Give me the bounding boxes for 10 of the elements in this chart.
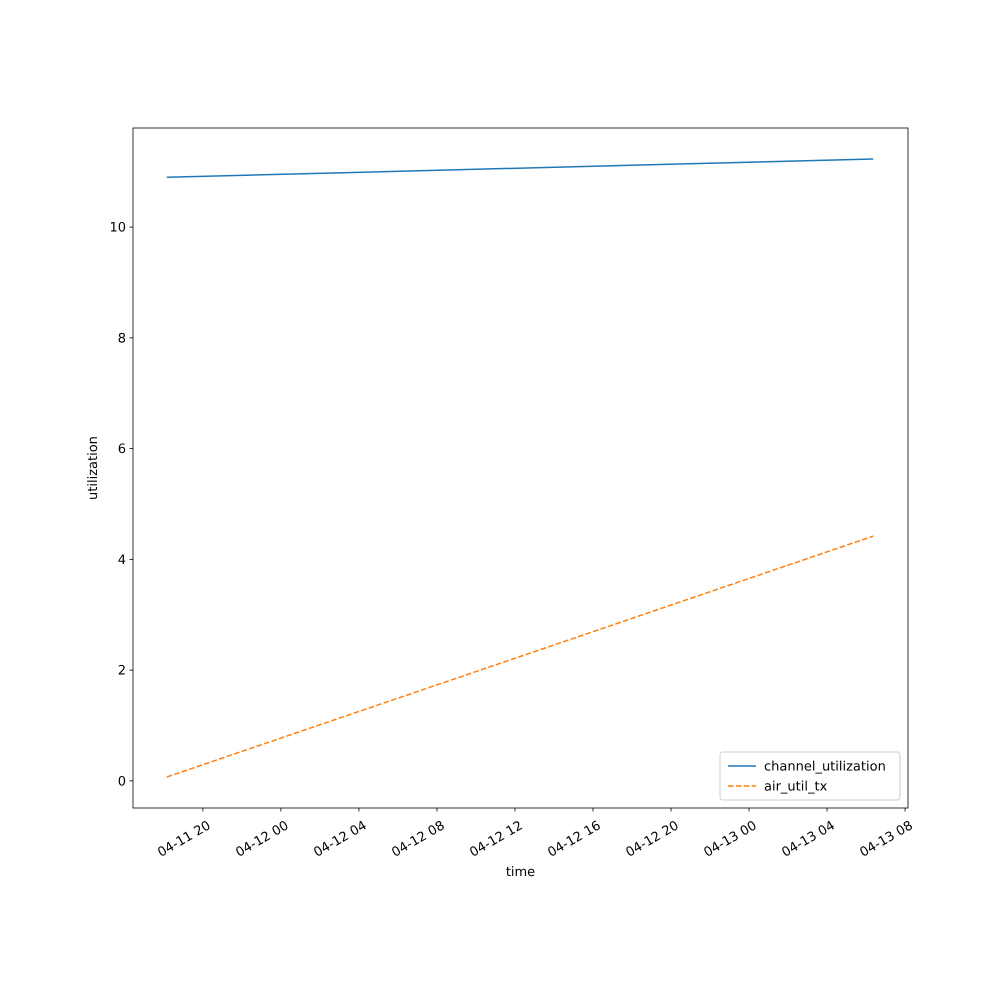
y-tick-label: 4	[118, 552, 126, 568]
y-axis-title: utilization	[86, 436, 101, 500]
x-axis-title: time	[506, 865, 536, 880]
legend-label: air_util_tx	[764, 780, 828, 795]
y-tick-label: 6	[118, 442, 126, 458]
legend-label: channel_utilization	[764, 760, 886, 775]
y-tick-label: 2	[118, 664, 126, 679]
y-tick-label: 10	[109, 220, 126, 236]
y-tick-label: 0	[118, 774, 126, 790]
y-tick-label: 8	[118, 331, 126, 346]
